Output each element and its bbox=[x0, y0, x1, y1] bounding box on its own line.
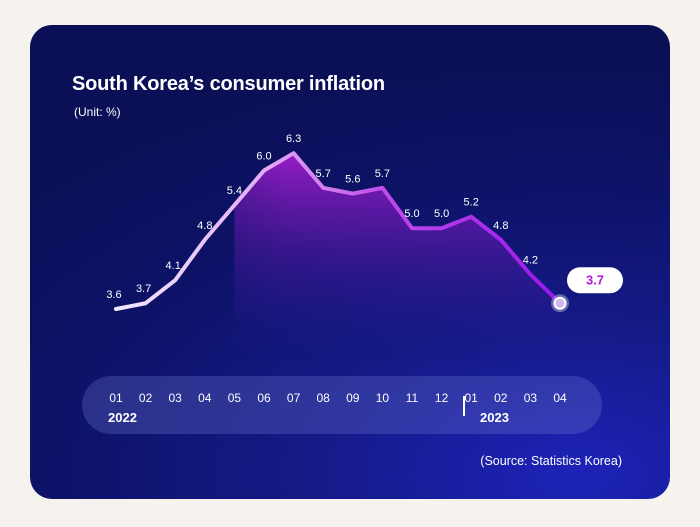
data-label-14: 4.2 bbox=[523, 254, 538, 266]
year-separator bbox=[463, 396, 465, 416]
x-tick-label-10: 11 bbox=[405, 391, 419, 405]
x-tick-label-15: 04 bbox=[553, 391, 567, 405]
highlight-label: 3.7 bbox=[567, 267, 623, 294]
chart-title: South Korea’s consumer inflation bbox=[72, 73, 385, 95]
x-tick-label-6: 07 bbox=[286, 391, 301, 405]
x-tick-label-12: 01 bbox=[464, 391, 478, 405]
x-tick-label-1: 02 bbox=[138, 391, 153, 405]
data-label-1: 3.7 bbox=[136, 283, 151, 295]
data-label-4: 5.4 bbox=[227, 185, 242, 197]
x-tick-label-2: 03 bbox=[168, 391, 182, 405]
highlight-point bbox=[553, 296, 567, 310]
series-line bbox=[114, 151, 562, 311]
year-label-2023: 2023 bbox=[480, 410, 509, 425]
x-tick-label-14: 03 bbox=[523, 391, 538, 405]
x-tick-label-5: 06 bbox=[257, 391, 271, 405]
data-label-3: 4.8 bbox=[197, 220, 212, 232]
year-label-2022: 2022 bbox=[108, 410, 137, 425]
data-label-10: 5.0 bbox=[404, 208, 419, 220]
x-tick-label-3: 04 bbox=[198, 391, 212, 405]
x-tick-label-4: 05 bbox=[227, 391, 242, 405]
x-tick-label-8: 09 bbox=[346, 391, 360, 405]
chart-card: South Korea’s consumer inflation (Unit: … bbox=[30, 25, 670, 499]
data-label-6: 6.3 bbox=[286, 133, 301, 145]
data-label-7: 5.7 bbox=[316, 168, 331, 180]
data-label-11: 5.0 bbox=[434, 208, 449, 220]
x-tick-label-0: 01 bbox=[109, 391, 123, 405]
x-tick-label-11: 12 bbox=[434, 391, 449, 405]
x-tick-label-13: 02 bbox=[494, 391, 508, 405]
data-label-13: 4.8 bbox=[493, 220, 508, 232]
source-note: (Source: Statistics Korea) bbox=[480, 454, 622, 468]
data-label-5: 6.0 bbox=[256, 151, 271, 163]
chart-unit-label: (Unit: %) bbox=[74, 105, 121, 119]
data-label-12: 5.2 bbox=[464, 197, 479, 209]
data-label-0: 3.6 bbox=[106, 289, 121, 301]
data-label-9: 5.7 bbox=[375, 168, 390, 180]
x-tick-label-7: 08 bbox=[316, 391, 330, 405]
highlight-label-text: 3.7 bbox=[586, 273, 604, 288]
area-fill bbox=[234, 153, 560, 360]
data-label-8: 5.6 bbox=[345, 174, 360, 186]
x-axis-band bbox=[82, 376, 602, 434]
highlight-label-pill bbox=[567, 267, 623, 294]
x-tick-label-9: 10 bbox=[375, 391, 390, 405]
data-label-2: 4.1 bbox=[166, 260, 181, 272]
line-chart: 3.6 3.7 4.1 4.8 5.4 6.0 6.3 5.7 5.6 5.7 5.0 5.0 5.2 4… bbox=[106, 133, 623, 360]
